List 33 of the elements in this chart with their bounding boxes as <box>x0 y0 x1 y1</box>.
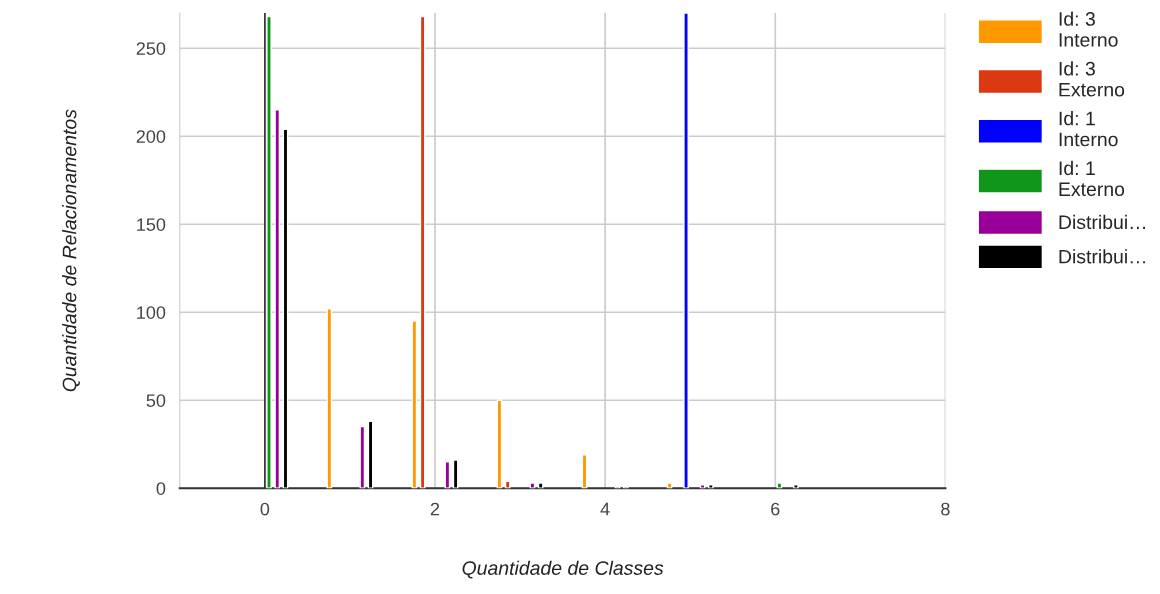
x-tick-label: 6 <box>771 502 780 516</box>
bar <box>274 109 281 489</box>
bar <box>793 484 799 489</box>
legend-label: Distribui… <box>1059 214 1145 230</box>
legend-label: Id: 1 Interno <box>1059 111 1118 147</box>
legend-label: Id: 3 Interno <box>1059 11 1118 47</box>
x-tick-label: 2 <box>430 502 440 516</box>
x-tick-label: 0 <box>260 502 270 516</box>
y-tick-label: 0 <box>156 482 166 495</box>
y-tick-label: 100 <box>137 306 166 319</box>
x-tick-label: 4 <box>600 502 610 516</box>
bar <box>529 482 536 489</box>
y-tick-label: 150 <box>137 218 166 231</box>
bar <box>699 484 706 489</box>
y-tick-label: 250 <box>136 42 166 55</box>
y-tick-label: 200 <box>136 130 166 143</box>
bar <box>359 425 366 489</box>
legend-label: Distribui… <box>1059 249 1145 264</box>
bar <box>537 482 544 489</box>
bar <box>683 13 689 489</box>
bar <box>708 484 714 489</box>
bar <box>776 482 783 489</box>
bar <box>666 482 673 489</box>
bar <box>452 459 459 489</box>
bar <box>326 308 333 489</box>
x-axis-title: Quantidade de Classes <box>462 560 664 579</box>
bar <box>504 480 511 489</box>
bar <box>266 15 272 489</box>
x-tick-label: 8 <box>941 502 950 516</box>
y-tick-label: 50 <box>146 394 166 407</box>
y-axis-title: Quantidade de Relacionamentos <box>62 109 80 392</box>
legend-label: Id: 1 Externo <box>1059 160 1125 197</box>
legend-label: Id: 3 Externo <box>1059 61 1125 97</box>
